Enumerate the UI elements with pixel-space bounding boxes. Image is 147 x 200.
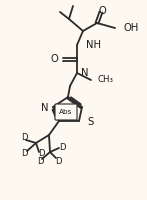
Text: CH₃: CH₃ xyxy=(97,75,113,84)
Text: O: O xyxy=(98,6,106,16)
Text: S: S xyxy=(87,117,93,127)
Text: D: D xyxy=(21,134,27,142)
Text: D: D xyxy=(55,156,61,166)
Text: OH: OH xyxy=(123,23,138,33)
Text: O: O xyxy=(50,53,58,64)
Text: NH: NH xyxy=(86,40,101,50)
Text: D: D xyxy=(37,156,43,166)
Text: N: N xyxy=(41,103,48,113)
Text: N: N xyxy=(81,68,88,78)
Text: D: D xyxy=(21,148,27,158)
Text: D: D xyxy=(59,142,65,152)
Text: Abs: Abs xyxy=(59,110,73,116)
FancyBboxPatch shape xyxy=(55,104,77,120)
Text: D: D xyxy=(38,150,44,158)
